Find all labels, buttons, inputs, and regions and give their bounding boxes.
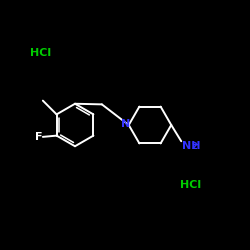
Text: F: F [34, 132, 42, 142]
Text: NH: NH [182, 141, 200, 151]
Text: N: N [120, 119, 130, 129]
Text: HCl: HCl [30, 48, 51, 58]
Text: 2: 2 [192, 142, 198, 151]
Text: HCl: HCl [180, 180, 201, 190]
